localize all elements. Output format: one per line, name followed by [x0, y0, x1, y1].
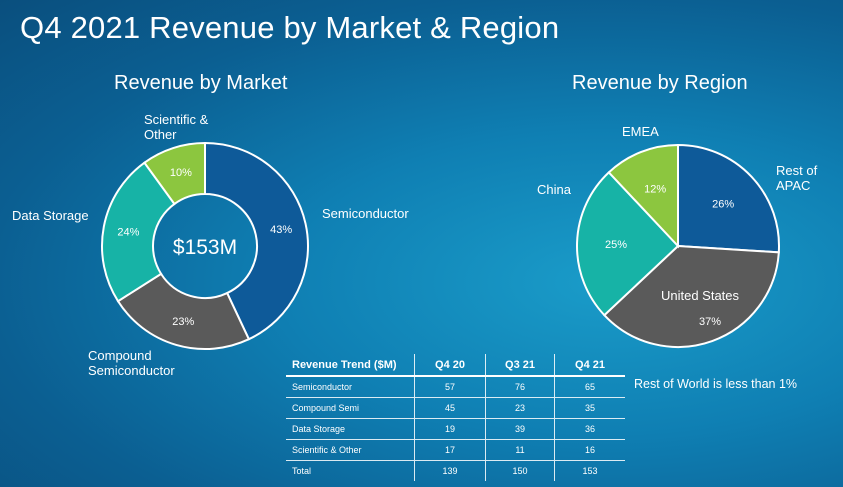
- region-slice-united-states: [602, 244, 780, 348]
- table-header-row: Revenue Trend ($M) Q4 20 Q3 21 Q4 21: [286, 354, 625, 377]
- region-value-label: 25%: [605, 239, 627, 251]
- region-value-label: 26%: [712, 199, 734, 211]
- table-cell: 150: [485, 460, 555, 481]
- revenue-trend-table: Revenue Trend ($M) Q4 20 Q3 21 Q4 21 Sem…: [286, 354, 625, 481]
- table-row-label: Semiconductor: [286, 376, 415, 398]
- table-cell: 19: [414, 418, 486, 440]
- region-pie-chart: 26% 37% 25% 12% United States: [576, 143, 780, 348]
- table-cell: 65: [554, 376, 625, 398]
- market-label-data-storage: Data Storage: [12, 208, 89, 223]
- page-title: Q4 2021 Revenue by Market & Region: [20, 10, 560, 45]
- table-cell: 45: [414, 397, 486, 419]
- region-slice-rest-of-apac: [677, 143, 780, 254]
- table-row: Compound Semi 45 23 35: [286, 397, 625, 419]
- table-cell: 39: [485, 418, 555, 440]
- table-row: Data Storage 19 39 36: [286, 418, 625, 440]
- table-cell: 76: [485, 376, 555, 398]
- table-column-header: Q4 20: [414, 354, 486, 377]
- region-label-china: China: [537, 182, 571, 197]
- region-label-rest-apac: Rest of APAC: [776, 163, 818, 193]
- region-footnote: Rest of World is less than 1%: [634, 377, 798, 391]
- table-row-label: Compound Semi: [286, 397, 415, 419]
- market-chart-title: Revenue by Market: [114, 72, 288, 94]
- region-chart-title: Revenue by Region: [572, 72, 748, 94]
- table-row-label: Total: [292, 466, 312, 476]
- table-row-label: Scientific & Other: [286, 439, 415, 461]
- table-cell: 153: [554, 460, 625, 481]
- market-label-semiconductor: Semiconductor: [322, 206, 409, 221]
- table-cell: 17: [414, 439, 486, 461]
- market-value-label: 43%: [270, 224, 292, 236]
- market-slice-semiconductor: [204, 141, 309, 341]
- region-slice-emea: [607, 143, 679, 249]
- market-donut-chart: 43% 23% 24% 10% $153M: [101, 141, 309, 350]
- market-value-label: 10%: [170, 167, 192, 179]
- table-cell: 35: [554, 397, 625, 419]
- table-cell: 11: [485, 439, 555, 461]
- table-row: Scientific & Other 17 11 16: [286, 439, 625, 461]
- region-label-emea: EMEA: [622, 124, 659, 139]
- region-slice-china: [576, 170, 680, 317]
- market-label-compound: Compound Semiconductor: [88, 348, 175, 378]
- region-value-label: 37%: [699, 316, 721, 328]
- table-cell: 36: [554, 418, 625, 440]
- market-value-label: 24%: [117, 226, 139, 238]
- market-value-label: 23%: [172, 316, 194, 328]
- table-cell: 23: [485, 397, 555, 419]
- region-label-united-states: United States: [661, 288, 740, 303]
- table-row-label: Data Storage: [286, 418, 415, 440]
- market-label-scientific: Scientific & Other: [144, 112, 209, 142]
- table-cell: 16: [554, 439, 625, 461]
- table-cell: 139: [414, 460, 486, 481]
- table-row: Total 139 150 153: [286, 460, 625, 481]
- market-slice-scientific-other: [143, 141, 206, 206]
- table-cell: 57: [414, 376, 486, 398]
- market-slice-data-storage: [101, 161, 176, 303]
- table-column-header: Q3 21: [485, 354, 555, 377]
- table-title-cell: Revenue Trend ($M): [286, 354, 415, 377]
- market-slice-compound-semiconductor: [116, 272, 251, 350]
- region-value-label: 12%: [644, 183, 666, 195]
- table-row: Semiconductor 57 76 65: [286, 376, 625, 398]
- market-donut-center-label: $153M: [173, 236, 237, 259]
- table-column-header: Q4 21: [554, 354, 625, 377]
